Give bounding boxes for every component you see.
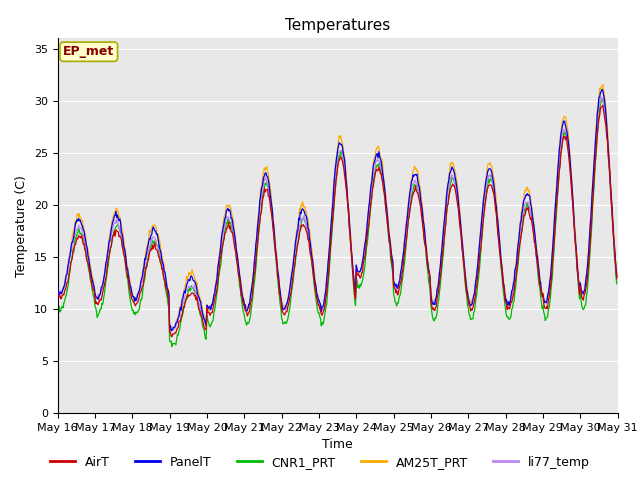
CNR1_PRT bbox=[209, 319, 216, 324]
AM25T_PRT bbox=[613, 271, 621, 277]
AirT bbox=[168, 334, 176, 339]
AM25T_PRT bbox=[122, 246, 129, 252]
AirT bbox=[179, 307, 187, 313]
Title: Temperatures: Temperatures bbox=[285, 18, 390, 33]
li77_temp bbox=[406, 195, 414, 201]
AirT bbox=[122, 259, 129, 265]
AirT bbox=[422, 249, 430, 255]
CNR1_PRT bbox=[122, 258, 129, 264]
AirT bbox=[54, 290, 61, 296]
PanelT bbox=[598, 86, 606, 92]
AM25T_PRT bbox=[64, 265, 72, 271]
AM25T_PRT bbox=[168, 327, 176, 333]
li77_temp bbox=[169, 327, 177, 333]
CNR1_PRT bbox=[54, 299, 61, 304]
PanelT bbox=[613, 274, 621, 279]
CNR1_PRT bbox=[64, 284, 72, 290]
li77_temp bbox=[179, 300, 187, 306]
li77_temp bbox=[122, 256, 129, 262]
Line: AM25T_PRT: AM25T_PRT bbox=[58, 84, 617, 330]
PanelT bbox=[122, 251, 129, 256]
AM25T_PRT bbox=[54, 288, 61, 294]
CNR1_PRT bbox=[422, 254, 430, 260]
li77_temp bbox=[596, 94, 604, 99]
AM25T_PRT bbox=[209, 300, 216, 306]
PanelT bbox=[167, 328, 175, 334]
CNR1_PRT bbox=[406, 207, 414, 213]
PanelT bbox=[406, 190, 414, 195]
PanelT bbox=[209, 302, 216, 308]
CNR1_PRT bbox=[613, 281, 621, 287]
li77_temp bbox=[64, 268, 72, 274]
AM25T_PRT bbox=[179, 292, 187, 298]
Line: AirT: AirT bbox=[58, 105, 617, 336]
X-axis label: Time: Time bbox=[322, 438, 353, 451]
AirT bbox=[406, 206, 414, 212]
li77_temp bbox=[422, 249, 430, 254]
CNR1_PRT bbox=[168, 344, 176, 349]
Line: li77_temp: li77_temp bbox=[58, 96, 617, 330]
AirT bbox=[613, 276, 621, 282]
AirT bbox=[209, 310, 216, 315]
li77_temp bbox=[209, 302, 216, 308]
PanelT bbox=[64, 264, 72, 270]
Line: CNR1_PRT: CNR1_PRT bbox=[58, 100, 617, 347]
AM25T_PRT bbox=[422, 242, 430, 248]
AirT bbox=[64, 279, 72, 285]
AM25T_PRT bbox=[406, 188, 414, 193]
AirT bbox=[599, 102, 607, 108]
li77_temp bbox=[613, 274, 621, 279]
CNR1_PRT bbox=[179, 311, 187, 317]
Line: PanelT: PanelT bbox=[58, 89, 617, 331]
Legend: AirT, PanelT, CNR1_PRT, AM25T_PRT, li77_temp: AirT, PanelT, CNR1_PRT, AM25T_PRT, li77_… bbox=[45, 451, 595, 474]
AM25T_PRT bbox=[599, 82, 607, 87]
PanelT bbox=[422, 245, 430, 251]
PanelT bbox=[54, 285, 61, 290]
PanelT bbox=[179, 296, 187, 301]
Text: EP_met: EP_met bbox=[63, 45, 115, 58]
CNR1_PRT bbox=[598, 97, 606, 103]
li77_temp bbox=[54, 289, 61, 295]
Y-axis label: Temperature (C): Temperature (C) bbox=[15, 175, 28, 276]
